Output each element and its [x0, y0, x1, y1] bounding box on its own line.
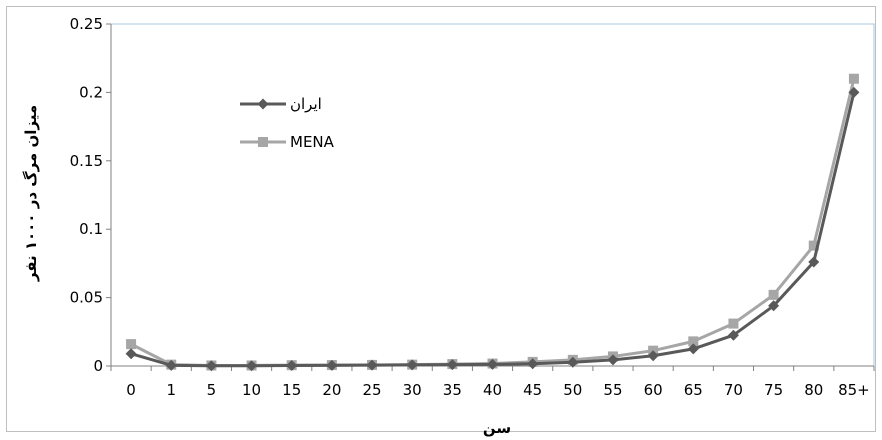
- legend-marker: [258, 137, 268, 147]
- data-point: [126, 339, 137, 350]
- legend: ایران MENA: [240, 95, 335, 151]
- x-tick-label: 0: [126, 381, 136, 399]
- legend-marker: [257, 98, 269, 110]
- data-point: [446, 359, 458, 371]
- data-point: [808, 256, 820, 268]
- data-point: [406, 359, 418, 371]
- x-tick-label: 25: [362, 381, 381, 399]
- x-axis-title: سن: [483, 419, 511, 437]
- data-point: [688, 336, 699, 347]
- data-point: [808, 240, 819, 251]
- y-tick-label: 0.15: [70, 152, 103, 170]
- data-point: [727, 329, 739, 341]
- data-point: [527, 358, 539, 370]
- data-point: [848, 73, 859, 84]
- x-tick-label: 20: [322, 381, 341, 399]
- y-tick-label: 0.25: [70, 15, 103, 33]
- x-tick-label: 40: [483, 381, 502, 399]
- data-point: [768, 300, 780, 312]
- data-point: [607, 354, 619, 366]
- data-point: [205, 360, 217, 372]
- x-tick-label: 35: [443, 381, 462, 399]
- data-point: [687, 343, 699, 355]
- y-tick-label: 0.1: [79, 220, 103, 238]
- x-tick-label: 50: [563, 381, 582, 399]
- x-axis-ticks: 0 1 5 10 15 20 25 30 35 40 45 50 55 60 65 70 75 80 85+: [110, 366, 875, 399]
- series-iran: [125, 86, 860, 372]
- legend-label: MENA: [290, 133, 335, 151]
- x-tick-label: 80: [804, 381, 823, 399]
- data-point: [487, 358, 498, 370]
- x-tick-label: 1: [166, 381, 176, 399]
- data-point: [326, 359, 338, 371]
- x-tick-label: 15: [282, 381, 301, 399]
- data-point: [848, 86, 860, 98]
- series-mena: [126, 73, 859, 371]
- data-point: [165, 359, 177, 371]
- data-point: [125, 348, 137, 360]
- data-point: [567, 356, 579, 368]
- data-point: [366, 359, 378, 371]
- x-tick-label: 30: [403, 381, 422, 399]
- y-tick-label: 0.2: [79, 83, 103, 101]
- x-tick-label: 10: [242, 381, 261, 399]
- series-line: [130, 78, 856, 367]
- x-tick-label: 75: [764, 381, 783, 399]
- data-point: [647, 350, 659, 362]
- x-tick-label: 65: [684, 381, 703, 399]
- legend-label: ایران: [290, 95, 322, 113]
- x-tick-label: 45: [523, 381, 542, 399]
- legend-item: MENA: [240, 133, 335, 151]
- x-tick-label: 55: [603, 381, 622, 399]
- y-tick-label: 0.05: [70, 289, 103, 307]
- x-tick-label: 85+: [838, 381, 870, 399]
- data-point: [768, 289, 779, 300]
- x-tick-label: 5: [207, 381, 217, 399]
- series-layer: [125, 73, 860, 372]
- y-axis-title: میزان مرگ در ۱۰۰۰ نفر: [22, 105, 40, 282]
- data-point: [728, 318, 739, 329]
- data-point: [246, 360, 258, 372]
- legend-item: ایران: [240, 95, 322, 113]
- series-line: [130, 92, 856, 368]
- data-point: [286, 359, 298, 371]
- y-tick-label: 0: [93, 357, 103, 375]
- x-tick-label: 70: [724, 381, 743, 399]
- y-axis-ticks: 0 0.05 0.1 0.15 0.2 0.25: [70, 15, 111, 375]
- x-tick-label: 60: [644, 381, 663, 399]
